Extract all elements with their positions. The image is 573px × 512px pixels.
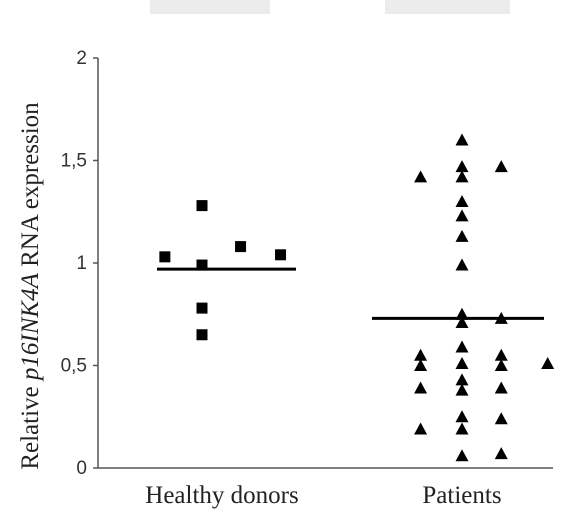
triangle-marker	[494, 348, 508, 361]
triangle-marker	[455, 315, 469, 328]
y-tick-label: 0	[76, 458, 87, 479]
triangle-marker	[494, 160, 508, 173]
triangle-marker	[455, 340, 469, 353]
triangle-marker	[455, 373, 469, 386]
y-axis-label-suffix: RNA expression	[17, 102, 44, 273]
square-marker	[196, 200, 208, 212]
triangle-marker	[414, 422, 428, 435]
triangle-marker	[455, 307, 469, 320]
square-marker	[235, 241, 247, 253]
triangle-marker	[455, 356, 469, 369]
y-tick-label: 1,5	[61, 151, 87, 172]
triangle-marker	[494, 447, 508, 460]
y-axis-label: Relative p16INK4A RNA expression	[17, 102, 44, 470]
square-marker	[196, 329, 208, 341]
triangle-marker	[494, 412, 508, 425]
x-category-labels: Healthy donors Patients	[145, 482, 501, 509]
x-category-label: Patients	[422, 482, 501, 509]
square-marker	[196, 302, 208, 314]
triangle-marker	[414, 170, 428, 183]
square-marker	[275, 249, 287, 261]
triangle-marker	[494, 381, 508, 394]
x-category-label: Healthy donors	[145, 482, 298, 509]
triangle-marker	[414, 359, 428, 371]
triangle-marker	[455, 229, 469, 242]
triangle-marker	[494, 359, 508, 371]
triangle-marker	[455, 209, 469, 222]
triangle-marker	[455, 410, 469, 423]
triangle-marker	[414, 348, 428, 361]
y-axis-label-gene: p16INK4A	[17, 272, 44, 382]
triangle-marker	[455, 133, 469, 146]
axes	[97, 58, 553, 469]
y-ticks: 0 0,5 1 1,5 2	[61, 48, 98, 479]
triangle-marker	[541, 356, 555, 369]
triangle-marker	[494, 311, 508, 324]
square-marker	[159, 251, 171, 263]
triangle-marker	[455, 195, 469, 207]
triangle-marker	[455, 449, 469, 462]
y-axis-label-prefix: Relative	[17, 380, 44, 470]
triangle-marker	[455, 170, 469, 183]
y-tick-label: 0,5	[61, 356, 87, 377]
top-banner-right	[385, 0, 510, 14]
square-marker	[196, 259, 208, 271]
triangle-marker	[455, 422, 469, 435]
triangle-marker	[455, 258, 469, 271]
y-tick-label: 1	[76, 253, 87, 274]
y-tick-label: 2	[76, 48, 87, 69]
triangle-marker	[455, 383, 469, 396]
top-banner-left	[150, 0, 270, 14]
data-points	[159, 133, 555, 462]
median-lines	[157, 267, 544, 320]
triangle-marker	[455, 160, 469, 173]
triangle-marker	[414, 381, 428, 394]
